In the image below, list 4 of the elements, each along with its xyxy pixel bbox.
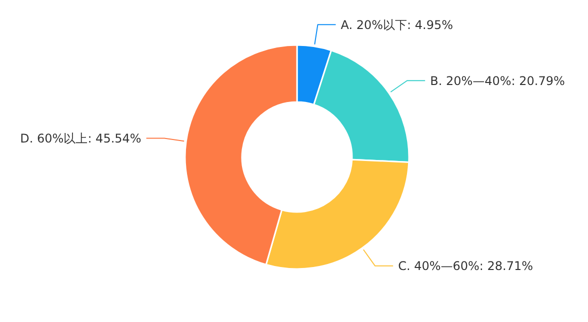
slice-label: C. 40%—60%: 28.71%	[398, 259, 534, 274]
slice-label: B. 20%—40%: 20.79%	[430, 74, 565, 88]
slice-label: A. 20%以下: 4.95%	[340, 18, 454, 32]
slice-label: D. 60%以上: 45.54%	[20, 132, 142, 146]
